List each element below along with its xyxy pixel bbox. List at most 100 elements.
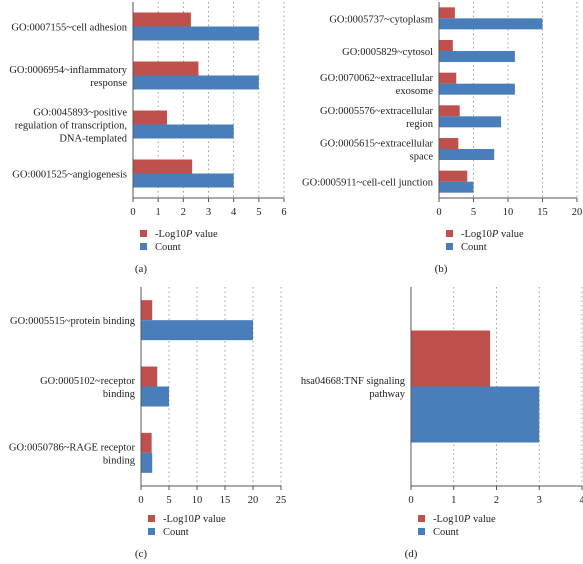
count-bar [439, 51, 515, 62]
category-label: GO:0045893~positive [33, 108, 127, 119]
category-label: GO:0005515~protein binding [10, 316, 136, 327]
x-tick-label: 0 [130, 207, 135, 218]
panel-label: (c) [135, 548, 148, 560]
pvalue-bar [133, 61, 199, 76]
count-bar [133, 124, 234, 139]
pvalue-bar [133, 159, 193, 174]
pvalue-bar [439, 7, 455, 19]
category-label: response [90, 78, 127, 89]
category-label: exosome [396, 86, 434, 97]
x-tick-label: 20 [572, 207, 583, 218]
legend-text: Count [163, 527, 189, 538]
pvalue-bar [141, 366, 158, 387]
pvalue-bar [439, 40, 453, 51]
panel-label: (d) [405, 548, 418, 560]
category-label: pathway [369, 389, 405, 400]
count-bar [411, 386, 540, 443]
legend-text: Count [433, 527, 459, 538]
x-tick-label: 2 [181, 207, 186, 218]
pvalue-bar [439, 170, 468, 182]
legend-label: Count [461, 242, 487, 253]
category-label: hsa04668:TNF signaling [301, 376, 406, 387]
category-label: GO:0005102~receptor [40, 376, 135, 387]
legend-text: value [498, 229, 524, 240]
x-tick-label: 15 [537, 207, 548, 218]
x-tick-label: 5 [256, 207, 261, 218]
x-tick-label: 1 [156, 207, 161, 218]
panel-label: (a) [135, 263, 148, 275]
x-tick-label: 6 [281, 207, 286, 218]
legend-label: -Log10P value [163, 514, 226, 525]
x-tick-label: 1 [451, 495, 456, 506]
x-tick-label: 3 [206, 207, 211, 218]
count-bar [439, 83, 515, 95]
category-label: DNA-templated [59, 134, 127, 145]
legend-label: -Log10P value [433, 514, 496, 525]
legend-swatch-pvalue [418, 515, 425, 522]
category-label: GO:0005829~cytosol [342, 47, 433, 58]
category-label: GO:0007155~cell adhesion [11, 23, 127, 34]
pvalue-bar [439, 138, 459, 149]
x-tick-label: 0 [436, 207, 441, 218]
pvalue-bar [411, 330, 491, 387]
count-bar [439, 116, 502, 128]
pvalue-bar [133, 110, 167, 125]
category-label: GO:0005615~extracellular [320, 139, 433, 150]
chart-panel-b: GO:0005737~cytoplasm GO:0005829~cytosol GO… [302, 2, 582, 275]
count-bar [439, 18, 543, 30]
legend-text: -Log10 [163, 514, 194, 525]
count-bar [133, 75, 259, 90]
category-label: regulation of transcription, [15, 121, 127, 132]
x-tick-label: 10 [192, 495, 203, 506]
legend-swatch-count [148, 528, 155, 535]
legend-text: Count [461, 242, 487, 253]
x-tick-label: 3 [537, 495, 542, 506]
legend-text: value [192, 229, 218, 240]
pvalue-bar [439, 105, 460, 117]
x-tick-label: 5 [471, 207, 476, 218]
category-label: GO:0001525~angiogenesis [12, 170, 127, 181]
legend-swatch-count [446, 243, 453, 250]
count-bar [439, 181, 474, 193]
x-tick-label: 25 [276, 495, 287, 506]
category-label: binding [103, 389, 136, 400]
legend-swatch-count [140, 243, 147, 250]
category-label: GO:0005737~cytoplasm [329, 14, 433, 25]
category-label: region [406, 119, 434, 130]
x-tick-label: 10 [503, 207, 514, 218]
legend-text: value [200, 514, 226, 525]
chart-panel-c: GO:0005515~protein binding GO:0005102~rec… [9, 287, 286, 560]
x-tick-label: 0 [408, 495, 413, 506]
chart-panel-a: GO:0007155~cell adhesion GO:0006954~infla… [9, 2, 287, 275]
legend-text: value [470, 514, 496, 525]
x-tick-label: 0 [138, 495, 143, 506]
count-bar [141, 386, 169, 407]
legend-label: Count [163, 527, 189, 538]
legend-text: Count [155, 242, 181, 253]
category-label: binding [103, 455, 136, 466]
category-label: GO:0005911~cell-cell junction [302, 178, 434, 189]
category-label: GO:0006954~inflammatory [9, 65, 127, 76]
x-tick-label: 5 [166, 495, 171, 506]
legend-text-italic: P [463, 514, 471, 525]
x-tick-label: 2 [494, 495, 499, 506]
legend-text-italic: P [491, 229, 499, 240]
legend-swatch-pvalue [148, 515, 155, 522]
count-bar [141, 452, 153, 473]
category-label: GO:0070062~extracellular [320, 73, 433, 84]
pvalue-bar [141, 300, 153, 321]
count-bar [439, 149, 495, 160]
count-bar [133, 173, 234, 188]
x-tick-label: 4 [579, 495, 583, 506]
x-tick-label: 20 [248, 495, 259, 506]
pvalue-bar [439, 72, 457, 84]
count-bar [141, 320, 253, 341]
x-tick-label: 15 [220, 495, 231, 506]
pvalue-bar [141, 432, 152, 453]
category-label: GO:0005576~extracellular [320, 106, 433, 117]
legend-label: Count [433, 527, 459, 538]
chart-panel-d: hsa04668:TNF signaling pathway 0 1 2 3 4 -Log10… [301, 287, 583, 560]
legend-label: Count [155, 242, 181, 253]
legend-text-italic: P [193, 514, 201, 525]
